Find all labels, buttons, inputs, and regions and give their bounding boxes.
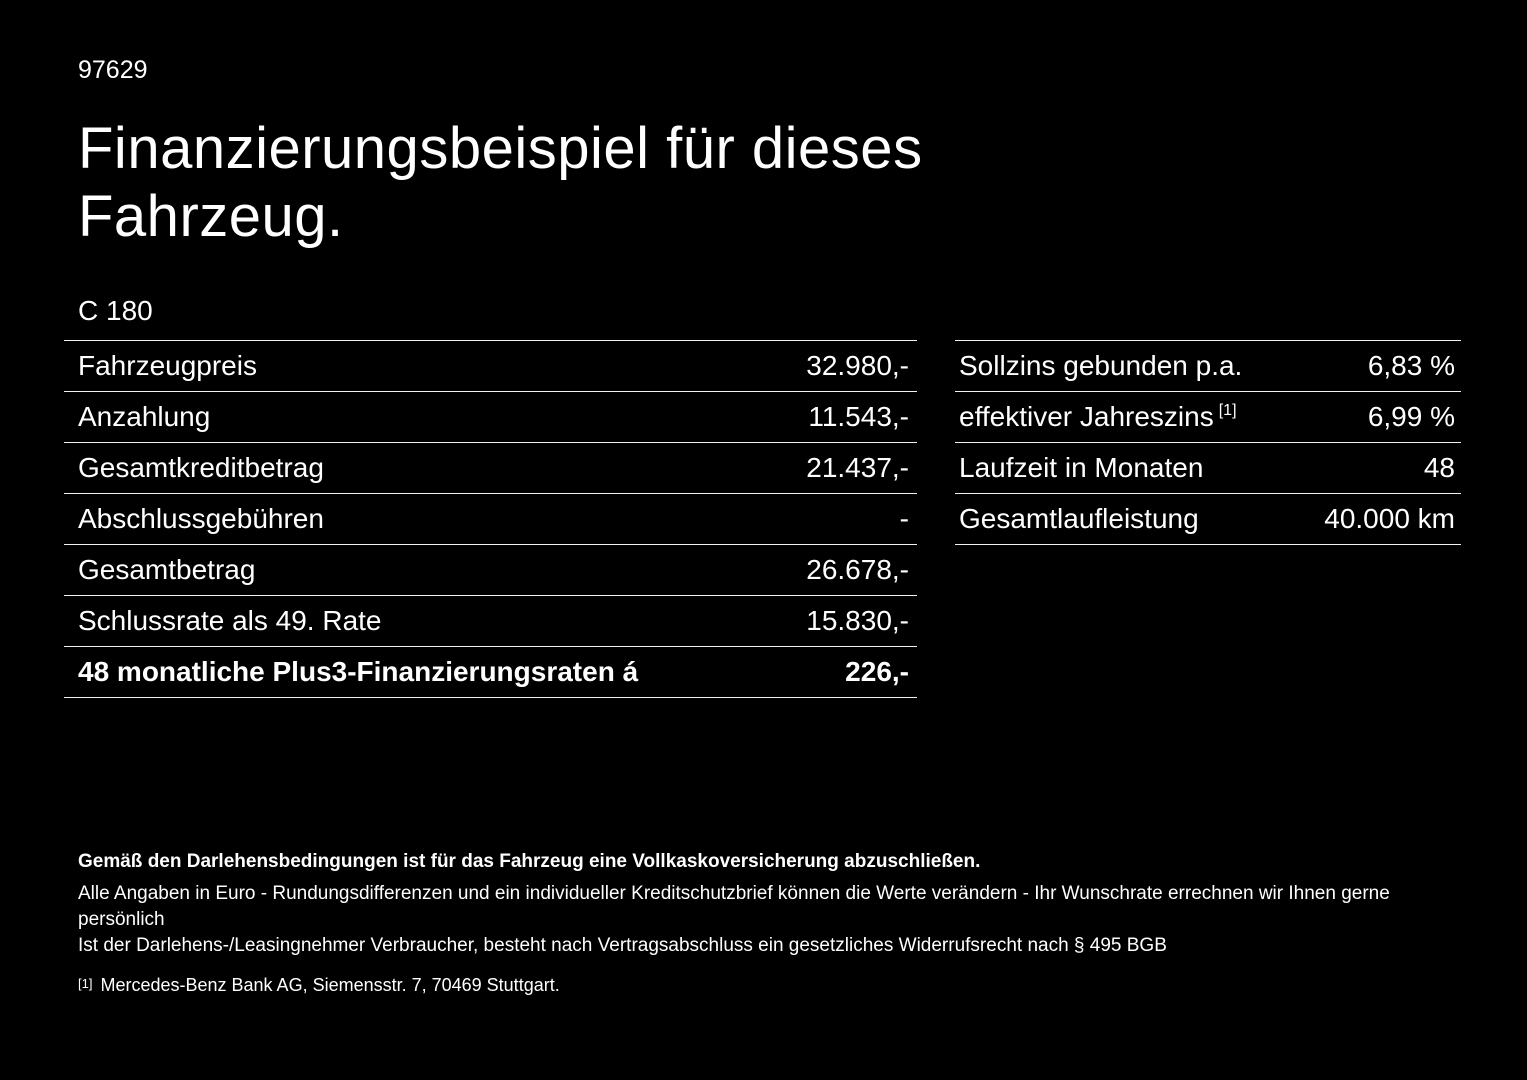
row-label: Fahrzeugpreis [78, 349, 257, 381]
financing-table-column: C 180 Fahrzeugpreis 32.980,- Anzahlung 1… [64, 294, 917, 698]
table-row-fahrzeugpreis: Fahrzeugpreis 32.980,- [64, 339, 917, 391]
vehicle-model: C 180 [78, 294, 153, 326]
document-number: 97629 [78, 56, 148, 84]
row-label: Laufzeit in Monaten [959, 451, 1204, 483]
table-row-gesamtbetrag: Gesamtbetrag 26.678,- [64, 543, 917, 595]
row-value: 6,83 % [1367, 349, 1455, 381]
table-row-gesamtkreditbetrag: Gesamtkreditbetrag 21.437,- [64, 441, 917, 493]
footnotes-section: Gemäß den Darlehensbedingungen ist für d… [64, 849, 1463, 997]
table-row-laufzeit: Laufzeit in Monaten 48 [955, 441, 1461, 493]
row-value: 226,- [845, 655, 909, 687]
footnote-reference-marker: [1] [78, 975, 93, 991]
row-label: Schlussrate als 49. Rate [78, 604, 382, 636]
conditions-table-column: Sollzins gebunden p.a. 6,83 % effektiver… [955, 294, 1461, 545]
row-value: 15.830,- [806, 604, 909, 636]
table-row-sollzins: Sollzins gebunden p.a. 6,83 % [955, 339, 1461, 391]
row-label: Gesamtlaufleistung [959, 502, 1199, 534]
table-row-monatsrate: 48 monatliche Plus3-Finanzierungsraten á… [64, 645, 917, 697]
row-label: 48 monatliche Plus3-Finanzierungsraten á [78, 655, 639, 687]
row-value: 48 [1423, 451, 1455, 483]
row-value: 11.543,- [808, 400, 909, 432]
content-area: C 180 Fahrzeugpreis 32.980,- Anzahlung 1… [64, 294, 1463, 698]
row-value: 21.437,- [806, 451, 909, 483]
row-value: 40.000 km [1324, 502, 1455, 534]
row-value: 26.678,- [806, 553, 909, 585]
footnote-euro-note: Alle Angaben in Euro - Rundungsdifferenz… [78, 882, 1390, 930]
table-row-schlussrate: Schlussrate als 49. Rate 15.830,- [64, 594, 917, 646]
row-label: Anzahlung [78, 400, 211, 432]
table-row-abschlussgebuehren: Abschlussgebühren - [64, 492, 917, 544]
footnote-reference-text: Mercedes-Benz Bank AG, Siemensstr. 7, 70… [100, 974, 560, 995]
row-label: Sollzins gebunden p.a. [959, 349, 1243, 381]
row-value: 32.980,- [806, 349, 909, 381]
row-value: - [899, 502, 909, 534]
table-row-anzahlung: Anzahlung 11.543,- [64, 390, 917, 442]
conditions-table: Sollzins gebunden p.a. 6,83 % effektiver… [955, 339, 1461, 545]
footnote-reference: [1] Mercedes-Benz Bank AG, Siemensstr. 7,… [78, 973, 1463, 997]
row-label: effektiver Jahreszins [1] [959, 401, 1237, 433]
row-label: Abschlussgebühren [78, 502, 324, 534]
page-title: Finanzierungsbeispiel für dieses Fahrzeu… [78, 116, 923, 250]
footnote-marker: [1] [1218, 401, 1237, 419]
row-value: 6,99 % [1367, 400, 1455, 432]
table-row-effektiver-jahreszins: effektiver Jahreszins [1] 6,99 % [955, 390, 1461, 442]
footnote-insurance: Gemäß den Darlehensbedingungen ist für d… [78, 850, 981, 872]
financing-table: Fahrzeugpreis 32.980,- Anzahlung 11.543,… [64, 339, 917, 698]
table-row-gesamtlaufleistung: Gesamtlaufleistung 40.000 km [955, 492, 1461, 544]
row-label: Gesamtkreditbetrag [78, 451, 324, 483]
row-label: Gesamtbetrag [78, 553, 256, 585]
footnote-widerrufsrecht: Ist der Darlehens-/Leasingnehmer Verbrau… [78, 934, 1167, 956]
row-label-text: effektiver Jahreszins [959, 400, 1214, 432]
